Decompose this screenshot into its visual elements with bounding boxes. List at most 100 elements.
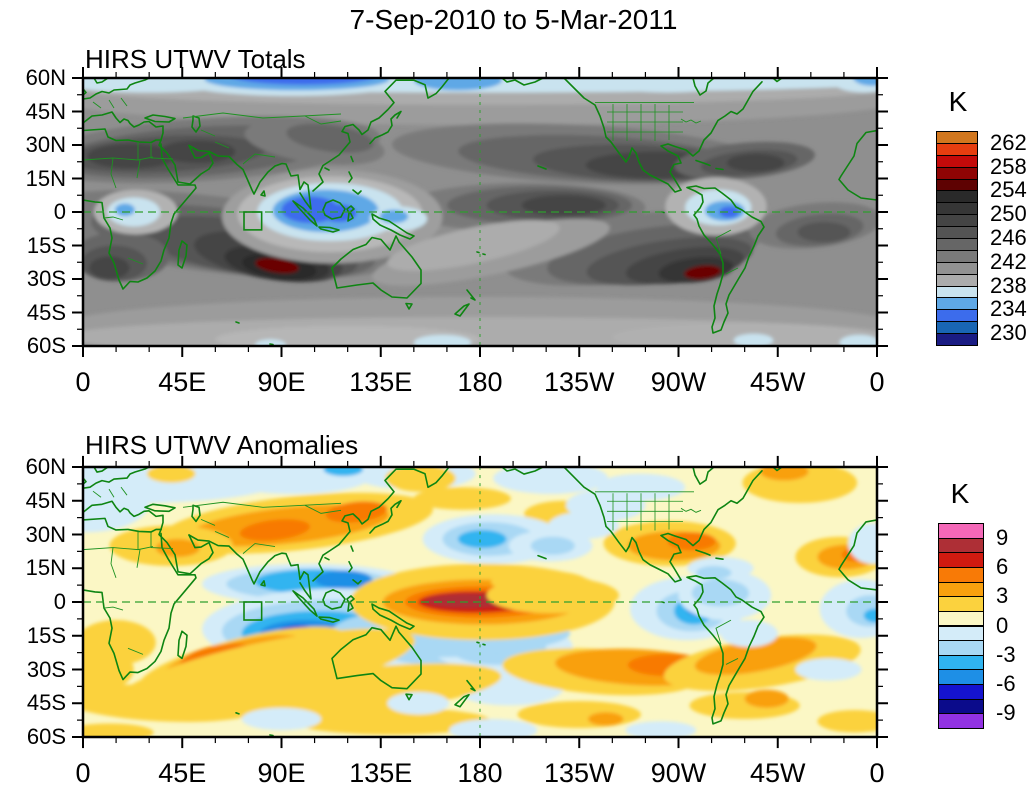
lat-label-60n: 60N: [25, 65, 66, 90]
colorbar-tick--3: -3: [996, 641, 1016, 667]
colorbar-tick-3: 3: [996, 583, 1009, 609]
colorbar-segment: [936, 297, 978, 311]
lon-label-bottom-7: 45W: [749, 758, 806, 788]
colorbar-segment: [938, 654, 984, 671]
lat-label-30n: 30N: [25, 132, 66, 157]
lon-label-top-1: 45E: [158, 367, 207, 397]
coastlines: [83, 467, 877, 737]
lon-label-bottom-6: 90W: [650, 758, 707, 788]
colorbar-tick-6: 6: [996, 553, 1009, 579]
chart-title-totals: HIRS UTWV Totals: [85, 44, 306, 74]
colorbar-segment: [936, 226, 978, 239]
colorbar-segment: [938, 566, 984, 583]
colorbar-segment: [938, 713, 984, 729]
colorbar-segment: [938, 523, 984, 539]
colorbar-segment: [936, 321, 978, 335]
colorbar-segment: [936, 202, 978, 216]
colorbar-tick-250: 250: [990, 201, 1027, 227]
lon-label-bottom-8: 0: [869, 758, 885, 788]
reference-region-box: [243, 211, 263, 231]
lat-label-15n: 15N: [25, 165, 66, 191]
colorbar-segment: [936, 285, 978, 299]
lon-label-bottom-3: 135E: [349, 758, 413, 788]
colorbar-segment: [938, 684, 984, 700]
colorbar-segment: [936, 131, 978, 144]
lon-label-bottom-5: 135W: [543, 758, 615, 788]
lon-label-top-8: 0: [869, 367, 885, 397]
lat-label-60n: 60N: [25, 454, 66, 479]
colorbar-segment: [936, 190, 978, 204]
colorbar-segment: [936, 166, 978, 180]
colorbar-tick-262: 262: [990, 129, 1027, 155]
colorbar-segment: [936, 273, 978, 287]
lon-label-bottom-0: 0: [75, 758, 91, 788]
colorbar-segment: [938, 552, 984, 568]
colorbar-segment: [936, 333, 978, 346]
colorbar-tick--9: -9: [996, 700, 1016, 726]
lat-label-0: 0: [53, 199, 66, 224]
lon-label-bottom-1: 45E: [158, 758, 207, 788]
colorbar-segment: [938, 669, 984, 686]
totals-map: [72, 67, 888, 357]
country-borders: [83, 97, 739, 275]
colorbar-tick-238: 238: [990, 272, 1027, 298]
lat-label-30s: 30S: [26, 266, 66, 291]
map-frame: [81, 76, 879, 348]
colorbar-segment: [936, 249, 978, 263]
lon-label-top-3: 135E: [349, 367, 413, 397]
colorbar-tick-246: 246: [990, 225, 1027, 250]
lon-label-top-2: 90E: [257, 367, 306, 397]
country-borders: [83, 486, 739, 665]
colorbar-tick-0: 0: [996, 612, 1009, 638]
colorbar-segment: [936, 238, 978, 251]
colorbar-tick--6: -6: [996, 671, 1016, 697]
lat-label-15n: 15N: [25, 555, 66, 581]
reference-region-box: [243, 601, 263, 621]
colorbar-segment: [938, 640, 984, 656]
colorbar-segment: [938, 596, 984, 612]
chart-title-anomalies: HIRS UTWV Anomalies: [85, 430, 359, 460]
colorbar-tick-9: 9: [996, 524, 1009, 550]
colorbar-tick-234: 234: [990, 296, 1027, 322]
totals-colorbar-title: K: [948, 86, 968, 117]
colorbar-segment: [938, 581, 984, 598]
anomalies-colorbar-title: K: [950, 478, 970, 509]
lon-label-top-0: 0: [75, 367, 91, 397]
colorbar-segment: [938, 625, 984, 642]
lat-label-45n: 45N: [25, 487, 66, 513]
coastlines: [83, 78, 877, 346]
lat-label-30n: 30N: [25, 521, 66, 547]
lon-label-top-4: 180: [457, 367, 503, 397]
colorbar-segment: [936, 309, 978, 323]
colorbar-segment: [936, 142, 978, 156]
lat-label-15s: 15S: [26, 622, 66, 648]
colorbar-segment: [936, 214, 978, 228]
colorbar-tick-230: 230: [990, 320, 1027, 346]
colorbar-tick-258: 258: [990, 153, 1027, 179]
lat-label-30s: 30S: [26, 656, 66, 682]
anomalies-map: [72, 455, 888, 749]
lat-label-45n: 45N: [25, 98, 66, 124]
contour-field-blobs: [83, 467, 877, 737]
lat-label-45s: 45S: [26, 690, 66, 716]
lat-label-15s: 15S: [26, 232, 66, 258]
colorbar-segment: [936, 154, 978, 168]
lat-label-0: 0: [53, 589, 66, 614]
colorbar-segment: [938, 610, 984, 627]
colorbar-tick-242: 242: [990, 248, 1027, 274]
us-state-borders: [607, 104, 683, 141]
colorbar-segment: [936, 261, 978, 275]
hirs-utwv-anomalies-canvas: [72, 455, 888, 749]
figure-title: 7-Sep-2010 to 5-Mar-2011: [349, 4, 678, 35]
map-frame: [81, 465, 879, 739]
lon-label-bottom-4: 180: [457, 758, 503, 788]
colorbar-segment: [938, 537, 984, 554]
lon-label-top-5: 135W: [543, 367, 615, 397]
lon-label-top-6: 90W: [650, 367, 707, 397]
lat-label-60s: 60S: [26, 333, 66, 358]
lon-label-top-7: 45W: [749, 367, 806, 397]
lat-label-60s: 60S: [26, 724, 66, 749]
lon-label-bottom-2: 90E: [257, 758, 306, 788]
us-state-borders: [607, 493, 683, 531]
